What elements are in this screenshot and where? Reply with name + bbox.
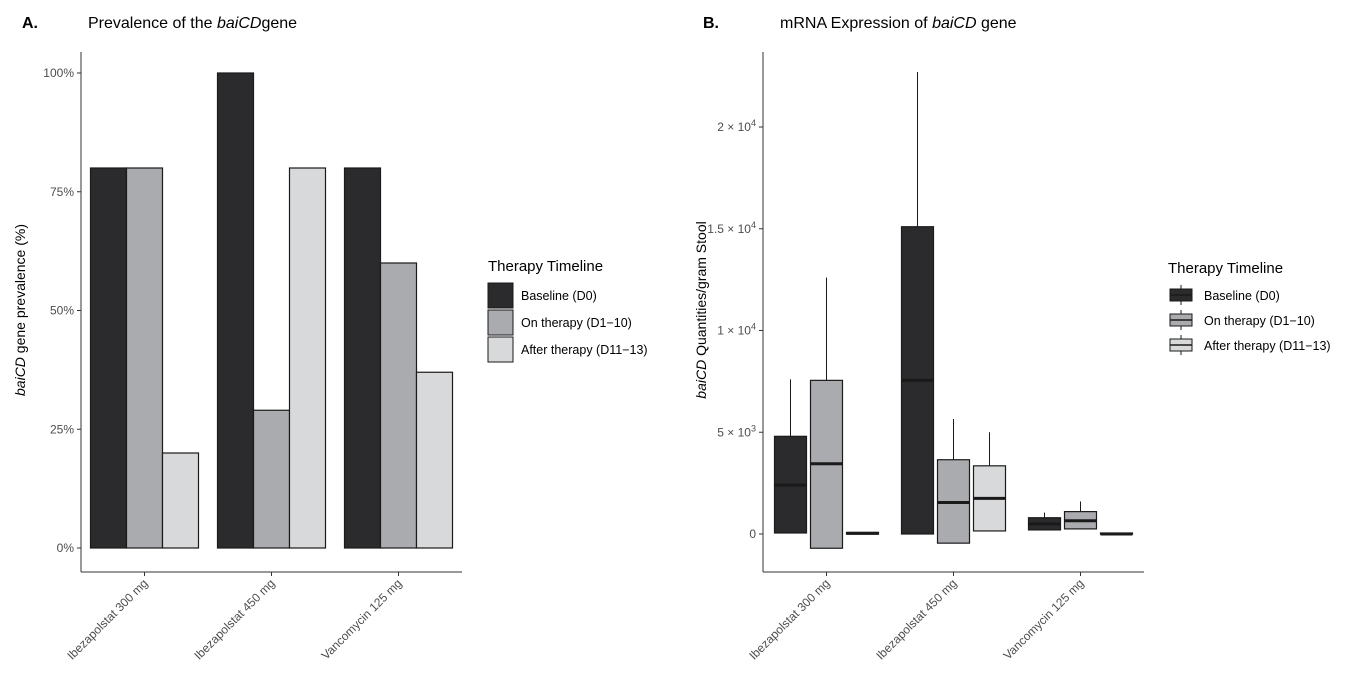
panel-a-legend-label-on-therapy-d1-10: On therapy (D1−10): [521, 316, 632, 330]
bar-ibezapolstat-300-mg-baseline-d0: [89, 167, 128, 549]
panel-b-xtick-label: Vancomycin 125 mg: [1000, 576, 1086, 662]
panel-a-ylabel-suffix: gene prevalence (%): [12, 224, 28, 357]
bar-ibezapolstat-300-mg-after-therapy-d11-13: [161, 452, 200, 549]
bar-vancomycin-125-mg-after-therapy-d11-13: [415, 371, 454, 549]
panel-a-title-italic: baiCD: [217, 15, 262, 32]
panel-a-marks: 0% 25% 50% 75% 100% Ibezapolstat 300 mg Ibezap…: [43, 52, 648, 663]
panel-b-title-italic: baiCD: [932, 15, 977, 32]
panel-a-title: Prevalence of the baiCDgene: [88, 15, 297, 32]
panel-a-ylabel-italic: baiCD: [12, 357, 28, 396]
panel-a-ytick-label: 100%: [43, 66, 74, 80]
panel-a-legend-swatch-after-therapy-d11-13: [487, 336, 514, 363]
panel-b-title-prefix: mRNA Expression of: [780, 15, 932, 32]
panel-b-ylabel-italic: baiCD: [693, 360, 709, 399]
panel-a-letter: A.: [22, 15, 38, 32]
panel-b-legend-title: Therapy Timeline: [1168, 260, 1283, 277]
panel-a-legend-label-baseline-d0: Baseline (D0): [521, 289, 597, 303]
panel-b-ylabel-suffix: Quantities/gram Stool: [693, 221, 709, 360]
bar-ibezapolstat-300-mg-on-therapy-d1-10: [125, 167, 164, 549]
panel-a-legend-swatch-baseline-d0: [487, 282, 514, 309]
panel-a-title-suffix: gene: [261, 15, 297, 32]
panel-a-xtick-label: Vancomycin 125 mg: [318, 576, 404, 662]
panel-b-ytick-label: 2 × 104: [717, 118, 756, 134]
panel-a-xtick-label: Ibezapolstat 300 mg: [64, 576, 150, 662]
panel-b-ylabel: baiCD Quantities/gram Stool: [693, 221, 709, 398]
panel-a-ylabel: baiCD gene prevalence (%): [12, 224, 28, 396]
bar-vancomycin-125-mg-baseline-d0: [343, 167, 382, 549]
panel-a-ytick-label: 75%: [50, 185, 74, 199]
panel-b-ytick-label: 5 × 103: [717, 423, 756, 439]
panel-a-legend-swatch-on-therapy-d1-10: [487, 309, 514, 336]
panel-a-legend-label-after-therapy-d11-13: After therapy (D11−13): [521, 343, 648, 357]
bar-ibezapolstat-450-mg-after-therapy-d11-13: [288, 167, 327, 549]
panel-b-ytick-label: 1.5 × 104: [707, 220, 756, 236]
panel-a-xtick-label: Ibezapolstat 450 mg: [191, 576, 277, 662]
panel-b-marks: 0 5 × 103 1 × 104 1.5 × 104 2 × 104 Ibezapols…: [707, 52, 1331, 663]
panel-a-title-prefix: Prevalence of the: [88, 15, 217, 32]
panel-b-title-suffix: gene: [977, 15, 1017, 32]
panel-a-ytick-label: 50%: [50, 304, 74, 318]
panel-a-ytick-label: 25%: [50, 422, 74, 436]
panel-b-xtick-label: Ibezapolstat 300 mg: [746, 576, 832, 662]
panel-b-ytick-label: 0: [749, 527, 756, 541]
bar-ibezapolstat-450-mg-baseline-d0: [216, 72, 255, 549]
panel-b-letter: B.: [703, 15, 719, 32]
bar-ibezapolstat-450-mg-on-therapy-d1-10: [252, 409, 291, 549]
panel-a-legend-title: Therapy Timeline: [488, 258, 603, 275]
panel-a-ytick-label: 0%: [57, 541, 75, 555]
bar-vancomycin-125-mg-on-therapy-d1-10: [379, 262, 418, 549]
panel-b-title: mRNA Expression of baiCD gene: [780, 15, 1017, 32]
panel-b-legend-label-on-therapy-d1-10: On therapy (D1−10): [1204, 314, 1315, 328]
panel-b-xtick-label: Ibezapolstat 450 mg: [873, 576, 959, 662]
panel-b-legend-label-after-therapy-d11-13: After therapy (D11−13): [1204, 339, 1331, 353]
panel-b-ytick-label: 1 × 104: [717, 322, 756, 338]
panel-b-legend-label-baseline-d0: Baseline (D0): [1204, 289, 1280, 303]
